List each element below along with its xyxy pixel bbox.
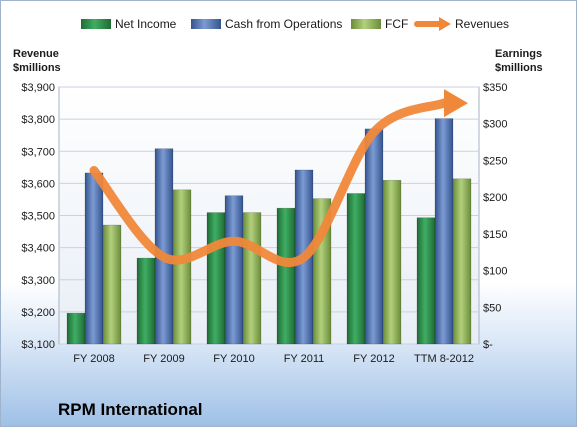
- right-axis-title-line2: $millions: [495, 62, 543, 74]
- left-tick-label: $3,700: [21, 146, 55, 158]
- left-tick-label: $3,400: [21, 243, 55, 255]
- right-tick-label: $300: [483, 119, 507, 131]
- right-tick-label: $150: [483, 229, 507, 241]
- bar-cash-from-operations: [434, 118, 454, 345]
- x-tick-label: FY 2008: [73, 353, 114, 365]
- bar-fcf: [382, 179, 402, 345]
- left-tick-label: $3,300: [21, 275, 55, 287]
- legend-swatch-cash-from-operations: [191, 19, 221, 29]
- legend: Net Income Cash from Operations FCF Reve…: [81, 17, 509, 31]
- left-tick-label: $3,800: [21, 114, 55, 126]
- right-tick-label: $-: [483, 339, 493, 351]
- legend-item-fcf: FCF: [351, 17, 408, 31]
- legend-item-net-income: Net Income: [81, 17, 177, 31]
- bar-cash-from-operations: [84, 172, 104, 345]
- right-tick-label: $100: [483, 266, 507, 278]
- legend-label-net-income: Net Income: [115, 17, 177, 31]
- right-tick-label: $200: [483, 192, 507, 204]
- bar-net-income: [206, 212, 226, 345]
- revenues-line: [89, 89, 468, 268]
- legend-item-revenues: Revenues: [414, 17, 509, 31]
- bar-net-income: [66, 312, 86, 345]
- bar-net-income: [276, 207, 296, 345]
- bar-fcf: [452, 178, 472, 345]
- legend-swatch-net-income: [81, 19, 111, 29]
- revenues-line-arrowhead: [444, 89, 468, 118]
- bar-cash-from-operations: [154, 148, 174, 345]
- left-tick-label: $3,900: [21, 82, 55, 94]
- left-tick-label: $3,100: [21, 339, 55, 351]
- left-axis-title-line1: Revenue: [13, 48, 59, 60]
- x-tick-label: FY 2010: [213, 353, 254, 365]
- bar-cash-from-operations: [224, 195, 244, 345]
- bar-net-income: [416, 217, 436, 345]
- left-axis-ticks: $3,100 $3,200 $3,300 $3,400 $3,500 $3,600 $3,7…: [21, 82, 55, 351]
- x-axis-ticks: FY 2008 FY 2009 FY 2010 FY 2011 FY 2012 TTM 8…: [73, 353, 474, 365]
- right-tick-label: $350: [483, 82, 507, 94]
- bar-fcf: [172, 189, 192, 345]
- bar-fcf: [242, 212, 262, 345]
- bar-cash-from-operations: [364, 128, 384, 345]
- x-tick-label: FY 2012: [353, 353, 394, 365]
- left-tick-label: $3,200: [21, 307, 55, 319]
- left-axis-title-line2: $millions: [13, 62, 61, 74]
- legend-swatch-fcf: [351, 19, 381, 29]
- legend-label-fcf: FCF: [385, 17, 408, 31]
- revenues-line-path: [89, 98, 449, 268]
- bar-fcf: [102, 224, 122, 345]
- left-tick-label: $3,600: [21, 178, 55, 190]
- right-axis-ticks: $- $50 $100 $150 $200 $250 $300 $350: [483, 82, 507, 351]
- left-tick-label: $3,500: [21, 211, 55, 223]
- gridlines: [59, 86, 479, 345]
- bar-net-income: [346, 193, 366, 345]
- right-axis-title-line1: Earnings: [495, 48, 542, 60]
- chart-title: RPM International: [58, 400, 203, 419]
- x-tick-label: FY 2011: [284, 353, 325, 365]
- x-tick-label: FY 2009: [143, 353, 184, 365]
- legend-label-cash-from-operations: Cash from Operations: [225, 17, 342, 31]
- bar-net-income: [136, 257, 156, 345]
- right-tick-label: $50: [483, 302, 501, 314]
- legend-label-revenues: Revenues: [455, 17, 509, 31]
- legend-item-cash-from-operations: Cash from Operations: [191, 17, 342, 31]
- legend-arrow-revenues: [439, 17, 451, 31]
- x-tick-label: TTM 8-2012: [414, 353, 474, 365]
- right-tick-label: $250: [483, 155, 507, 167]
